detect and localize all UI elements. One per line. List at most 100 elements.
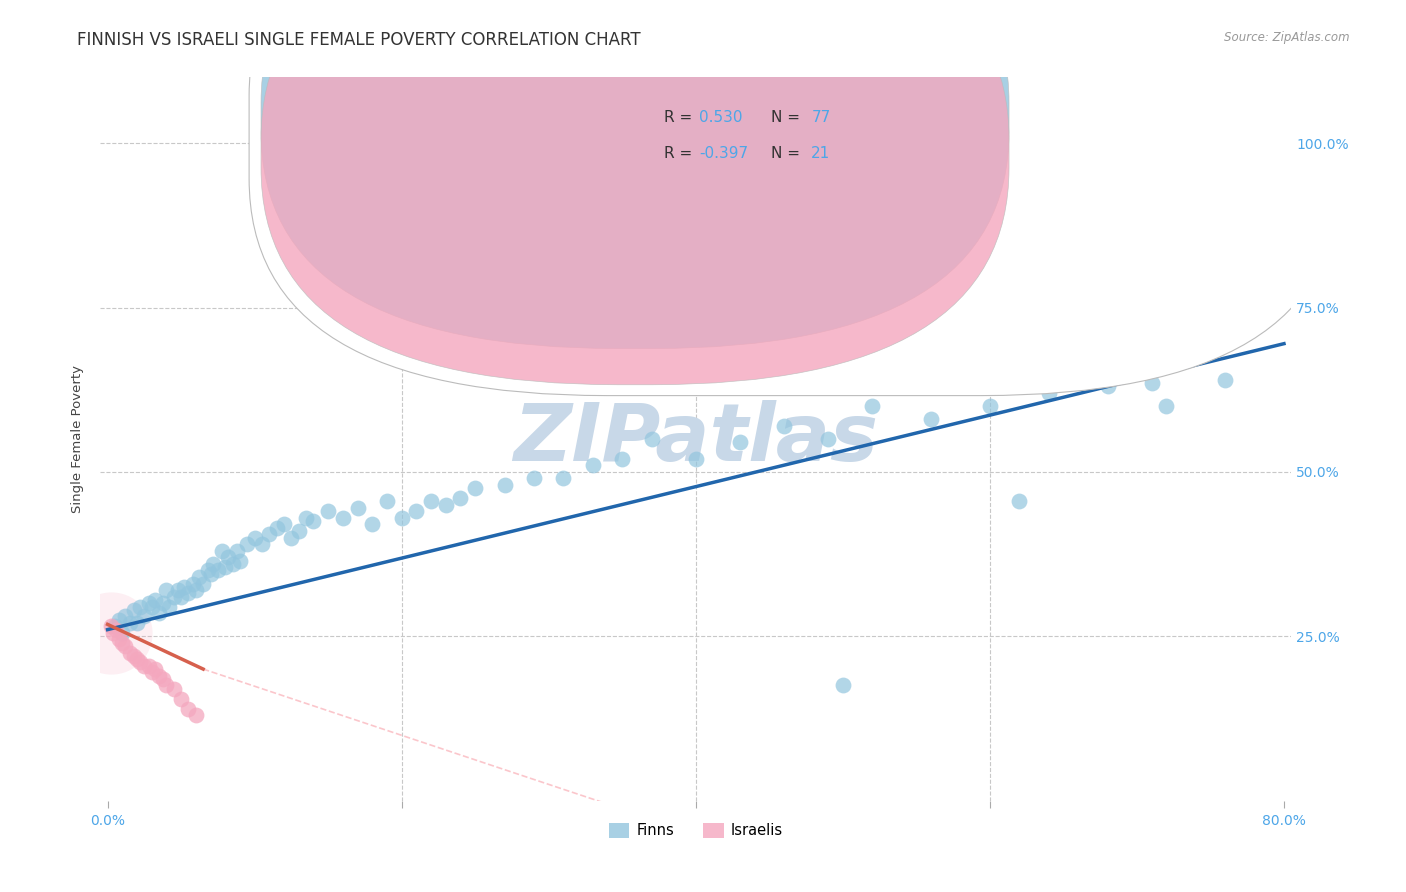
Point [831,678,853,692]
Legend: Finns, Israelis: Finns, Israelis [603,817,789,844]
Point [152,596,174,610]
FancyBboxPatch shape [262,0,1010,384]
Text: ZIPatlas: ZIPatlas [513,400,879,478]
Point [155,583,177,598]
Point [391,511,413,525]
Point [229,553,252,567]
Point [221,557,243,571]
Point [148,668,170,682]
Point [405,504,427,518]
Point [243,531,266,545]
Point [236,537,259,551]
Point [148,606,170,620]
Point [332,511,354,525]
Text: FINNISH VS ISRAELI SINGLE FEMALE POVERTY CORRELATION CHART: FINNISH VS ISRAELI SINGLE FEMALE POVERTY… [77,31,641,49]
Point [111,636,134,650]
Point [582,458,605,473]
Point [114,639,136,653]
Point [191,576,214,591]
Point [979,399,1001,413]
Point [141,599,163,614]
Point [143,662,166,676]
Text: 77: 77 [811,110,831,125]
Point [1140,376,1163,390]
Point [100,619,122,633]
Point [157,599,180,614]
Point [214,560,236,574]
Point [728,435,751,450]
Point [138,658,160,673]
Point [108,632,131,647]
Point [250,537,273,551]
Point [111,626,134,640]
Point [280,531,302,545]
Point [125,652,148,666]
Point [207,564,229,578]
Point [184,583,207,598]
Point [163,681,186,696]
Text: 21: 21 [811,146,831,161]
Point [173,580,195,594]
Point [217,550,239,565]
Point [177,701,200,715]
Point [226,543,249,558]
Point [202,557,225,571]
Point [1213,373,1236,387]
Point [420,494,443,508]
Point [434,498,457,512]
Point [553,471,575,485]
Point [1097,379,1119,393]
Point [200,566,222,581]
Point [920,412,942,426]
Point [361,517,384,532]
Point [1156,399,1178,413]
Point [302,514,325,528]
Point [184,708,207,723]
Point [817,432,839,446]
Point [170,590,193,604]
Point [129,599,152,614]
Text: -0.397: -0.397 [699,146,748,161]
Point [295,511,318,525]
Point [118,615,141,630]
Point [152,672,174,686]
Point [273,517,295,532]
FancyBboxPatch shape [262,0,1010,349]
Point [612,451,634,466]
Point [122,603,145,617]
Point [1038,386,1060,401]
Point [155,678,177,692]
Point [523,471,546,485]
Point [259,527,281,541]
Point [141,665,163,680]
Point [177,586,200,600]
Point [118,646,141,660]
Point [211,543,233,558]
Point [104,619,127,633]
Point [450,491,472,505]
Text: 0.530: 0.530 [699,110,742,125]
Text: R =: R = [664,110,697,125]
Point [494,478,516,492]
Point [197,564,219,578]
Point [134,609,156,624]
Point [346,501,368,516]
Text: R =: R = [664,146,697,161]
Point [143,593,166,607]
Point [1067,133,1090,147]
Point [1008,494,1031,508]
Point [100,626,122,640]
Point [105,623,128,637]
Point [134,658,156,673]
Point [114,609,136,624]
Point [266,521,288,535]
Point [860,399,883,413]
Point [138,596,160,610]
Y-axis label: Single Female Poverty: Single Female Poverty [72,365,84,513]
Point [170,691,193,706]
Point [103,626,125,640]
Point [316,504,339,518]
Text: Source: ZipAtlas.com: Source: ZipAtlas.com [1225,31,1350,45]
Text: N =: N = [770,110,804,125]
Point [640,432,662,446]
